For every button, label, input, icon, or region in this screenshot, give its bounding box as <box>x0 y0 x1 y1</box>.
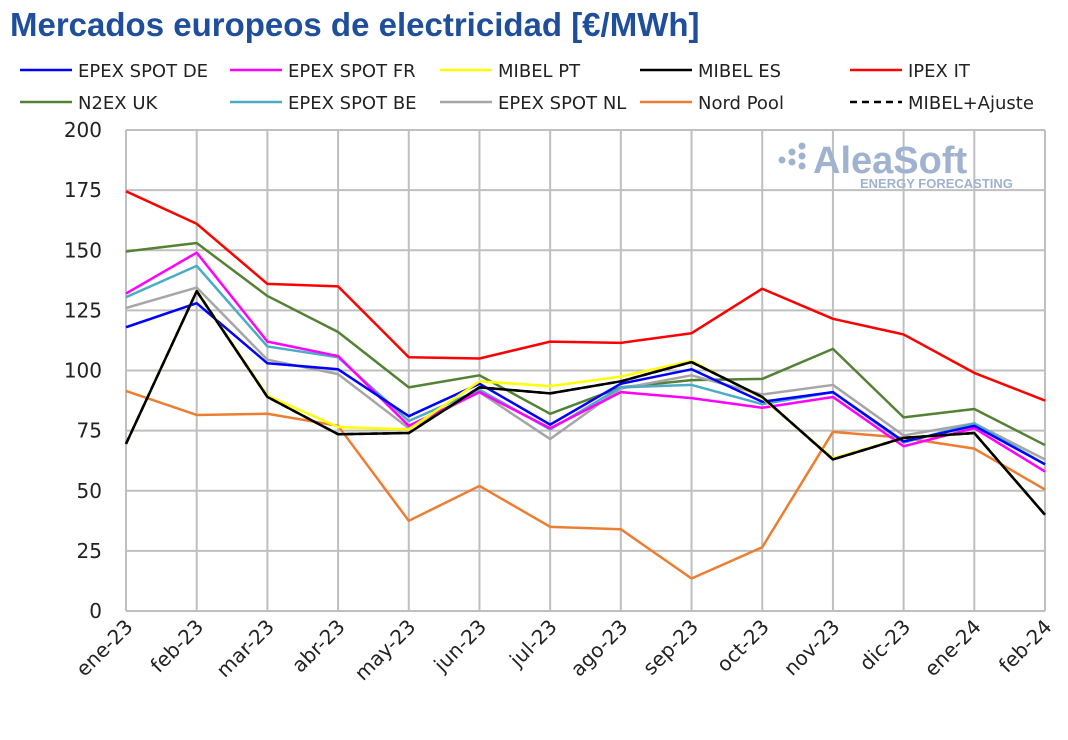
chart-title: Mercados europeos de electricidad [€/MWh… <box>10 6 700 43</box>
legend-label: EPEX SPOT FR <box>288 61 416 82</box>
legend-label: IPEX IT <box>908 61 971 82</box>
legend-label: EPEX SPOT NL <box>498 93 626 114</box>
x-tick-label: jul-23 <box>504 615 562 673</box>
x-tick-label: dic-23 <box>854 615 915 676</box>
x-tick-label: ago-23 <box>566 615 633 682</box>
y-tick-label: 0 <box>89 599 102 623</box>
y-tick-label: 75 <box>77 419 102 443</box>
series-line-n2ex-uk <box>125 241 1046 447</box>
x-tick-label: oct-23 <box>712 615 774 677</box>
x-tick-label: feb-23 <box>145 615 208 678</box>
x-tick-label: nov-23 <box>779 615 845 681</box>
x-tick-label: ene-24 <box>919 615 985 681</box>
series-line-ipex-it <box>125 190 1046 402</box>
legend: EPEX SPOT DE EPEX SPOT FR MIBEL PT MIBEL ES… <box>20 61 1034 114</box>
series-line-epex-spot-de <box>125 301 1046 466</box>
legend-label: Nord Pool <box>698 93 784 114</box>
y-tick-label: 125 <box>64 298 102 322</box>
logo-name: AleaSoft <box>813 140 967 182</box>
x-tick-label: sep-23 <box>638 615 703 680</box>
legend-label: N2EX UK <box>78 93 159 114</box>
aleasoft-logo: AleaSoft ENERGY FORECASTING <box>778 140 1013 191</box>
legend-label: MIBEL+Ajuste <box>908 93 1034 114</box>
y-tick-label: 25 <box>77 539 102 563</box>
y-tick-label: 150 <box>64 238 102 262</box>
grid <box>125 129 1046 612</box>
x-tick-label: abr-23 <box>287 615 350 678</box>
x-tick-label: mar-23 <box>211 615 278 682</box>
y-tick-label: 100 <box>64 359 102 383</box>
y-tick-label: 200 <box>64 118 102 142</box>
legend-label: MIBEL PT <box>498 61 581 82</box>
x-tick-label: jun-23 <box>428 615 491 678</box>
x-tick-label: may-23 <box>350 615 421 686</box>
legend-label: EPEX SPOT DE <box>78 61 208 82</box>
y-tick-label: 175 <box>64 178 102 202</box>
legend-label: EPEX SPOT BE <box>288 93 417 114</box>
series-line-epex-spot-fr <box>125 251 1046 473</box>
series-line-epex-spot-nl <box>125 286 1046 461</box>
y-tick-label: 50 <box>77 479 102 503</box>
x-tick-label: feb-24 <box>994 615 1057 678</box>
legend-label: MIBEL ES <box>698 61 781 82</box>
x-tick-label: ene-23 <box>71 615 137 681</box>
logo-tagline: ENERGY FORECASTING <box>860 176 1013 191</box>
series-line-mibel-ajuste <box>124 289 1046 516</box>
